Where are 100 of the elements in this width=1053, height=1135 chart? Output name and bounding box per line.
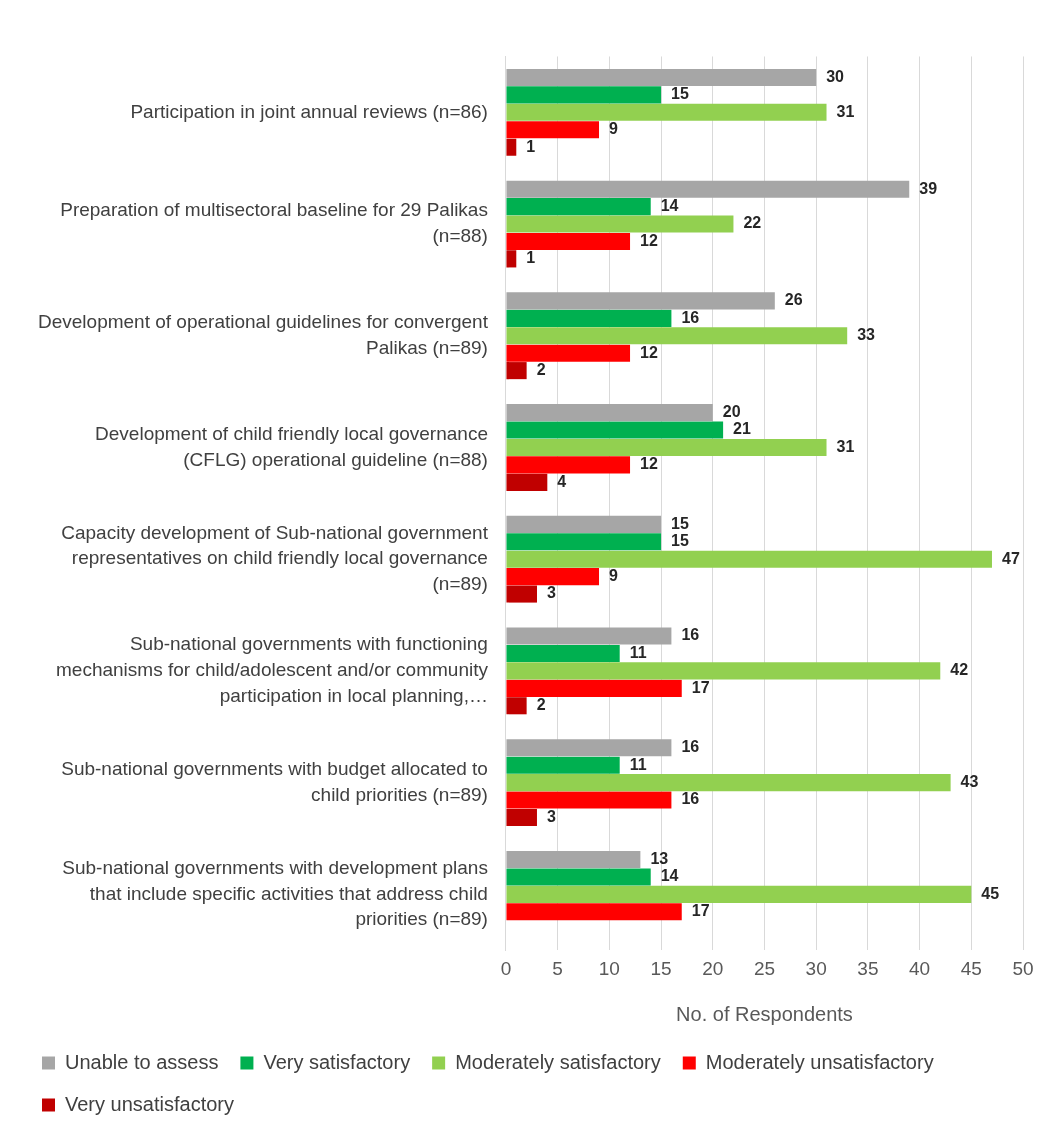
bar bbox=[506, 138, 517, 156]
data-label: 3 bbox=[546, 584, 556, 602]
data-label: 12 bbox=[640, 231, 658, 249]
data-label: 12 bbox=[640, 343, 658, 361]
bar bbox=[506, 103, 827, 121]
data-label: 20 bbox=[722, 403, 741, 421]
bar bbox=[506, 756, 620, 774]
data-label: 17 bbox=[691, 678, 710, 696]
data-label: 2 bbox=[536, 361, 546, 379]
data-label: 9 bbox=[609, 120, 619, 138]
bar bbox=[506, 121, 600, 139]
bar bbox=[506, 232, 631, 251]
bar bbox=[506, 627, 672, 645]
y-tick-label: Sub-national governments with development plans that include specific activities that address child priorities (n=89) bbox=[62, 856, 488, 930]
x-tick-label: 35 bbox=[857, 957, 879, 979]
bar bbox=[506, 903, 682, 921]
bar bbox=[506, 68, 817, 87]
x-tick-label: 45 bbox=[960, 957, 982, 979]
bar bbox=[506, 739, 672, 757]
bar bbox=[506, 808, 537, 827]
bar bbox=[506, 662, 941, 680]
legend-label: Very unsatisfactory bbox=[65, 1092, 234, 1115]
data-label: 16 bbox=[681, 738, 700, 756]
bar bbox=[506, 86, 662, 104]
data-label: 17 bbox=[691, 902, 710, 920]
data-label: 43 bbox=[960, 773, 979, 791]
y-tick-label: Development of child friendly local governance (CFLG) operational guideline (n=88) bbox=[95, 422, 488, 470]
data-label: 9 bbox=[609, 567, 619, 585]
bar bbox=[506, 568, 600, 586]
bar bbox=[506, 327, 848, 345]
data-label: 14 bbox=[660, 197, 679, 215]
data-label: 26 bbox=[784, 291, 803, 309]
data-label: 16 bbox=[681, 626, 700, 644]
data-label: 11 bbox=[629, 643, 647, 661]
bar bbox=[506, 533, 662, 551]
x-tick-label: 50 bbox=[1012, 957, 1034, 979]
bar bbox=[506, 644, 620, 663]
bar bbox=[506, 438, 827, 457]
data-label: 15 bbox=[671, 85, 689, 103]
legend-label: Very satisfactory bbox=[263, 1050, 411, 1073]
legend-label: Moderately satisfactory bbox=[455, 1050, 661, 1073]
x-tick-label: 5 bbox=[552, 957, 563, 979]
data-label: 2 bbox=[536, 696, 546, 714]
x-tick-label: 20 bbox=[702, 957, 724, 979]
bar bbox=[506, 198, 651, 216]
y-tick-label: Development of operational guidelines for convergent Palikas (n=89) bbox=[38, 311, 489, 358]
bar bbox=[506, 473, 548, 491]
data-label: 15 bbox=[671, 532, 689, 550]
y-tick-label: Sub-national governments with functioning mechanisms for child/adolescent and/or community participation in local planning,… bbox=[56, 633, 489, 706]
x-axis-title: No. of Respondents bbox=[676, 1002, 853, 1025]
bar bbox=[506, 292, 775, 310]
bar bbox=[506, 344, 631, 362]
bar bbox=[506, 404, 713, 422]
x-tick-label: 25 bbox=[753, 957, 776, 979]
data-label: 39 bbox=[919, 179, 938, 197]
bar bbox=[506, 362, 527, 380]
bar bbox=[506, 309, 672, 327]
x-tick-label: 0 bbox=[500, 957, 512, 979]
data-label: 1 bbox=[526, 137, 536, 155]
bar bbox=[506, 868, 651, 886]
bar bbox=[506, 679, 682, 697]
data-label: 11 bbox=[629, 755, 647, 773]
data-label: 16 bbox=[681, 308, 700, 326]
data-label: 31 bbox=[836, 437, 855, 455]
bar bbox=[506, 250, 517, 268]
data-label: 13 bbox=[650, 849, 669, 867]
bar bbox=[506, 774, 951, 792]
data-label: 12 bbox=[640, 455, 658, 473]
bar bbox=[506, 550, 992, 568]
x-tick-label: 10 bbox=[598, 957, 620, 979]
data-label: 21 bbox=[733, 420, 752, 438]
legend-label: Unable to assess bbox=[65, 1050, 219, 1073]
y-tick-label: Sub-national governments with budget allocated to child priorities (n=89) bbox=[61, 758, 488, 805]
data-label: 31 bbox=[836, 102, 855, 120]
bar bbox=[506, 850, 641, 869]
data-label: 3 bbox=[546, 807, 556, 825]
x-tick-label: 15 bbox=[650, 957, 672, 979]
data-label: 45 bbox=[981, 884, 1000, 902]
data-label: 15 bbox=[671, 514, 689, 532]
bar bbox=[506, 791, 672, 809]
bar bbox=[506, 885, 972, 903]
y-tick-label: Participation in joint annual reviews (n=86) bbox=[130, 100, 488, 122]
bar bbox=[506, 215, 734, 233]
data-label: 47 bbox=[1001, 549, 1020, 567]
data-label: 16 bbox=[681, 790, 700, 808]
legend-label: Moderately unsatisfactory bbox=[705, 1050, 934, 1073]
data-label: 33 bbox=[857, 326, 876, 344]
data-label: 22 bbox=[743, 214, 762, 232]
bar bbox=[506, 421, 724, 439]
data-label: 14 bbox=[660, 867, 679, 885]
x-tick-label: 40 bbox=[909, 957, 931, 979]
bar bbox=[506, 697, 527, 715]
bar bbox=[506, 585, 537, 603]
bar bbox=[506, 180, 910, 198]
data-label: 4 bbox=[557, 472, 567, 490]
bar bbox=[506, 515, 662, 533]
y-tick-label: Preparation of multisectoral baseline for 29 Palikas (n=88) bbox=[60, 199, 488, 247]
data-label: 42 bbox=[950, 661, 969, 679]
x-tick-label: 30 bbox=[805, 957, 827, 979]
data-label: 1 bbox=[526, 249, 536, 267]
